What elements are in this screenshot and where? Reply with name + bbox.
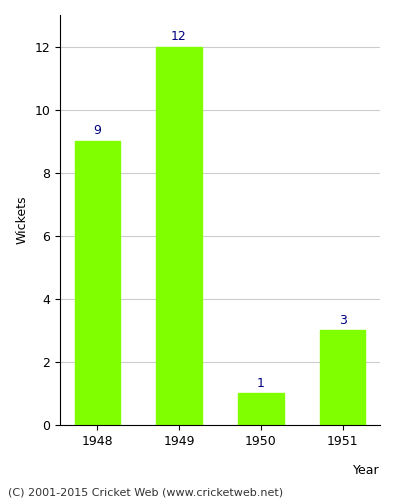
Text: 9: 9 (93, 124, 101, 138)
Bar (320, 330, 366, 425)
Text: 1: 1 (257, 376, 265, 390)
Bar (238, 394, 284, 425)
Text: 3: 3 (339, 314, 347, 326)
Text: (C) 2001-2015 Cricket Web (www.cricketweb.net): (C) 2001-2015 Cricket Web (www.cricketwe… (8, 488, 283, 498)
Y-axis label: Wickets: Wickets (16, 196, 29, 244)
Bar (156, 46, 202, 425)
Text: Year: Year (353, 464, 380, 477)
Text: 12: 12 (171, 30, 187, 43)
Bar (74, 141, 120, 425)
